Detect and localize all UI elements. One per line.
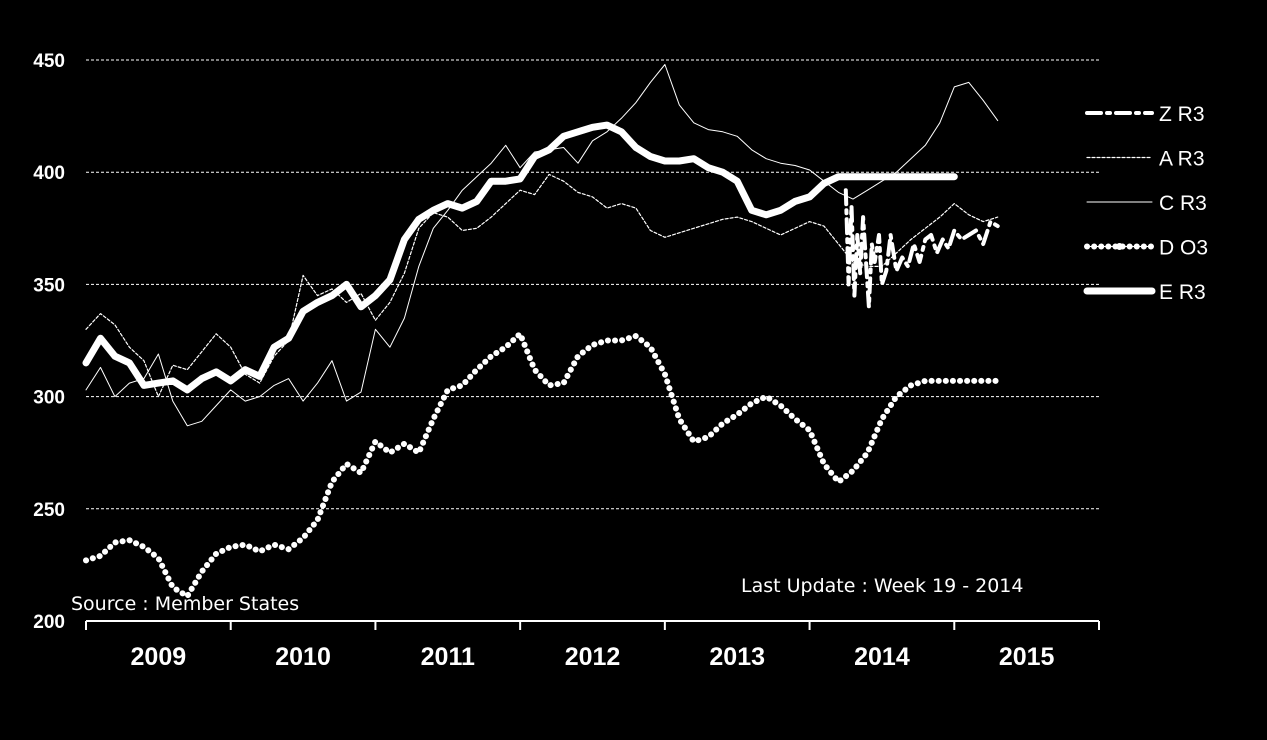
legend-label: D O3 [1159, 237, 1208, 260]
x-tick-label: 2009 [131, 643, 187, 671]
series-line-a-r3 [85, 173, 999, 398]
x-tick-label: 2012 [565, 643, 621, 671]
x-axis: 2009 2010 2011 2012 2013 2014 2015 [85, 620, 1100, 671]
x-tick-label: 2015 [999, 643, 1055, 671]
x-tick-label: 2011 [421, 643, 475, 671]
series-line-d-o3 [83, 330, 1001, 600]
legend-label: Z R3 [1159, 103, 1205, 126]
y-tick-label: 400 [33, 163, 65, 184]
gridlines [86, 59, 1099, 510]
x-tick-label: 2014 [854, 643, 910, 671]
legend: Z R3 A R3 C R3 D O3 E R3 [1083, 103, 1208, 304]
source-annotation: Source : Member States [71, 593, 299, 615]
y-tick-label: 450 [33, 51, 65, 72]
series-line-e-r3 [82, 121, 958, 394]
y-axis-ticks: 200 250 300 350 400 450 [33, 51, 65, 633]
y-tick-label: 350 [33, 275, 65, 296]
x-tick-label: 2013 [709, 643, 765, 671]
series-layer [82, 64, 1001, 600]
legend-label: A R3 [1159, 148, 1205, 171]
series-line-z-r3 [843, 188, 1000, 309]
x-tick-label: 2010 [275, 643, 331, 671]
y-tick-label: 300 [33, 388, 65, 409]
last-update-annotation: Last Update : Week 19 - 2014 [741, 575, 1023, 597]
legend-label: E R3 [1159, 281, 1206, 304]
y-tick-label: 200 [33, 612, 65, 633]
y-tick-label: 250 [33, 500, 65, 521]
legend-marker [1116, 243, 1123, 250]
legend-label: C R3 [1159, 192, 1207, 215]
